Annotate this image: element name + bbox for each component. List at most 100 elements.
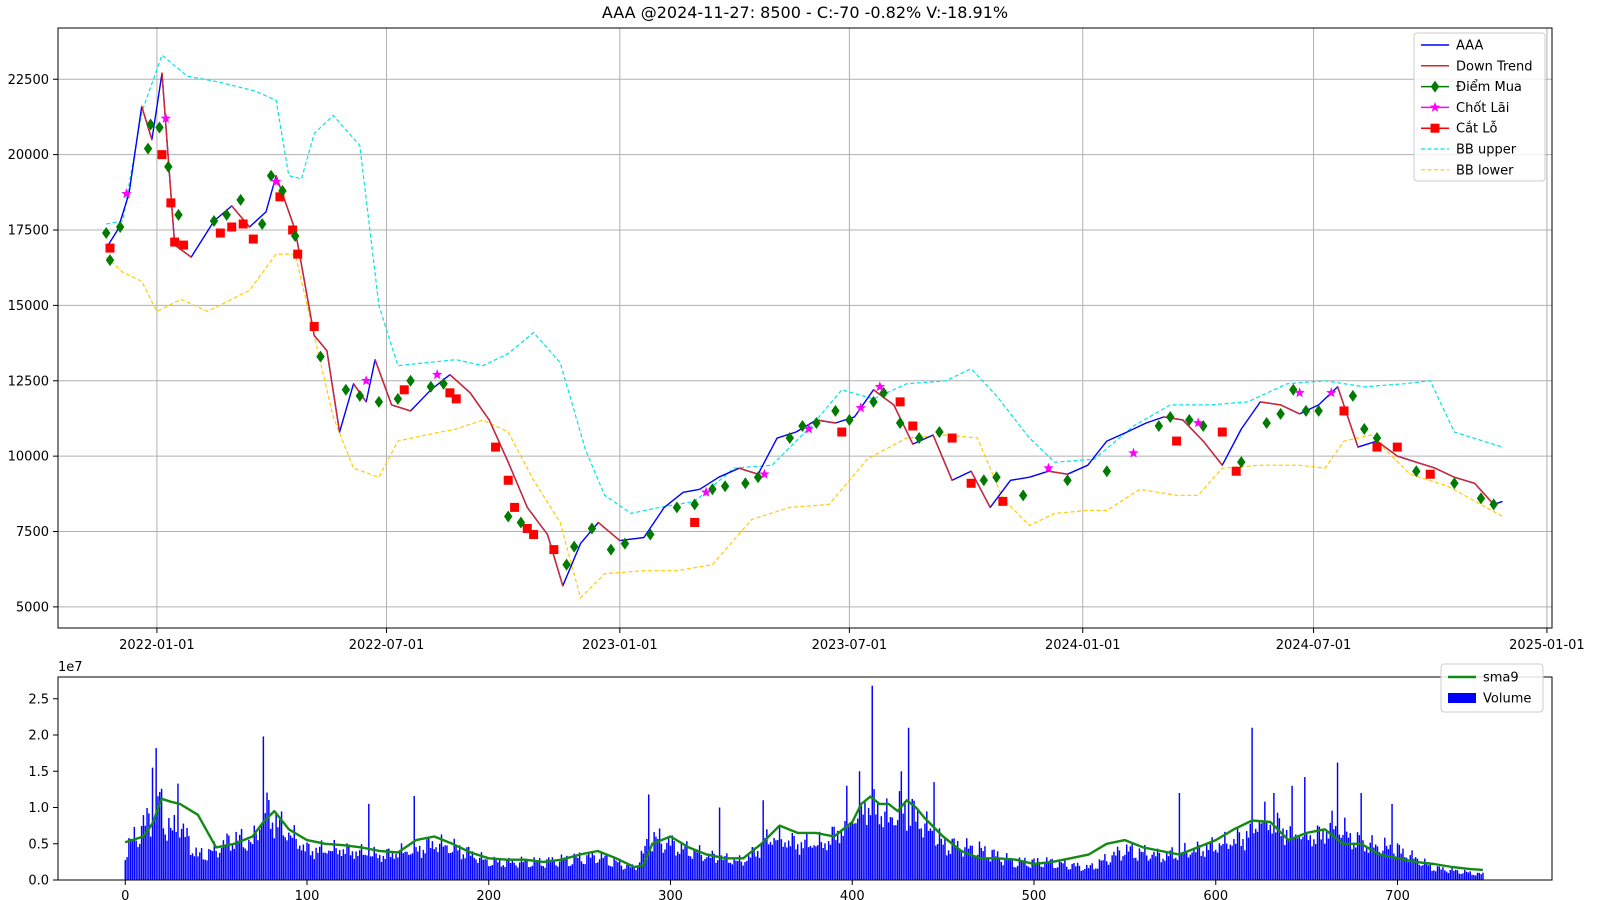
volume-bar — [411, 853, 414, 880]
volume-bar — [1480, 874, 1482, 880]
volume-bar — [529, 866, 532, 880]
volume-bar — [806, 832, 808, 880]
volume-bar — [1215, 849, 1217, 880]
volume-bar — [1058, 859, 1061, 880]
down-trend-segment — [1259, 401, 1282, 406]
volume-y-tick-label: 0.0 — [28, 874, 49, 889]
volume-bar — [998, 857, 1001, 880]
volume-bar — [124, 860, 126, 880]
volume-bar — [1120, 860, 1122, 880]
volume-bar — [1362, 840, 1364, 880]
volume-bar — [522, 862, 525, 880]
stop-loss-marker — [1339, 406, 1349, 416]
volume-bar — [1471, 874, 1473, 880]
volume-bar — [266, 792, 268, 880]
volume-bar — [558, 861, 561, 880]
volume-bar — [1213, 851, 1215, 880]
volume-bar — [239, 834, 241, 880]
volume-bar — [584, 864, 586, 880]
volume-bar — [655, 836, 657, 880]
volume-bar — [1342, 834, 1344, 880]
volume-x-tick-label: 500 — [1022, 889, 1047, 900]
volume-bar — [466, 847, 468, 880]
volume-bar — [691, 858, 694, 880]
volume-bar — [693, 848, 695, 880]
volume-bar — [978, 841, 981, 880]
volume-bar — [817, 845, 819, 880]
volume-bar — [604, 855, 606, 880]
stop-loss-marker — [1425, 469, 1435, 479]
volume-bar — [129, 838, 132, 880]
buy-marker — [1360, 423, 1369, 436]
volume-bar — [253, 825, 256, 880]
volume-bar — [1262, 821, 1264, 880]
volume-bar — [568, 866, 570, 880]
volume-bar — [651, 851, 654, 880]
down-trend-segment — [161, 72, 176, 246]
volume-bar — [938, 828, 941, 880]
volume-bar — [867, 807, 870, 880]
volume-bar — [358, 850, 361, 880]
volume-bar — [1282, 828, 1284, 880]
volume-bar — [282, 835, 285, 880]
volume-bar — [1449, 870, 1451, 880]
volume-bar — [706, 857, 708, 880]
volume-bar — [268, 800, 270, 880]
volume-bar — [1376, 846, 1379, 880]
take-profit-marker — [874, 381, 886, 392]
volume-bar — [1353, 842, 1355, 880]
price-legend: AAA Down Trend Điểm Mua Chốt Lãi Cắt Lỗ BB up… — [1413, 32, 1546, 182]
buy-marker — [606, 543, 616, 556]
volume-bar — [1149, 858, 1152, 880]
stop-loss-marker — [529, 530, 539, 540]
down-trend-segment — [546, 533, 564, 587]
volume-bar — [618, 858, 621, 880]
volume-bar — [188, 836, 190, 880]
volume-bar — [1202, 851, 1204, 880]
volume-bar — [293, 825, 295, 880]
volume-bar — [204, 859, 206, 880]
volume-bar — [1016, 865, 1019, 880]
volume-bar — [373, 846, 375, 880]
buy-marker — [979, 474, 989, 487]
volume-bar — [1247, 837, 1250, 880]
buy-marker — [914, 432, 924, 445]
volume-bar — [720, 855, 723, 880]
volume-bar — [175, 831, 177, 880]
volume-bar — [1196, 841, 1199, 880]
volume-bar — [1418, 864, 1421, 880]
volume-bar — [1049, 859, 1052, 880]
volume-bar — [269, 828, 272, 880]
volume-bar — [611, 866, 614, 880]
volume-bar — [849, 822, 852, 880]
volume-bar — [377, 858, 379, 880]
volume-bar — [824, 843, 826, 880]
volume-y-tick-label: 1.5 — [28, 765, 49, 780]
volume-bar — [649, 850, 652, 880]
price-legend-label: AAA — [1456, 39, 1484, 54]
volume-bar — [551, 857, 554, 880]
volume-bar — [1064, 859, 1066, 880]
volume-bar — [880, 816, 883, 880]
volume-bar — [698, 845, 701, 880]
buy-marker — [708, 483, 717, 496]
buy-marker — [266, 169, 276, 182]
take-profit-marker — [121, 188, 132, 199]
volume-bar — [958, 849, 961, 880]
stop-loss-marker — [293, 249, 303, 259]
volume-bar — [291, 837, 294, 880]
volume-bar — [1255, 828, 1257, 880]
volume-bar — [1367, 852, 1370, 880]
volume-bar — [940, 838, 943, 880]
volume-bar — [1111, 855, 1113, 880]
volume-bar — [896, 820, 899, 880]
volume-bar — [186, 827, 188, 880]
volume-bar — [1389, 844, 1391, 880]
legend-swatch-buy — [1430, 80, 1440, 93]
volume-bar — [1400, 853, 1402, 880]
volume-bar — [344, 853, 346, 880]
volume-bar — [751, 847, 754, 880]
volume-bar — [1427, 865, 1430, 880]
down-trend-segment — [173, 244, 192, 258]
volume-bar — [1156, 848, 1159, 880]
